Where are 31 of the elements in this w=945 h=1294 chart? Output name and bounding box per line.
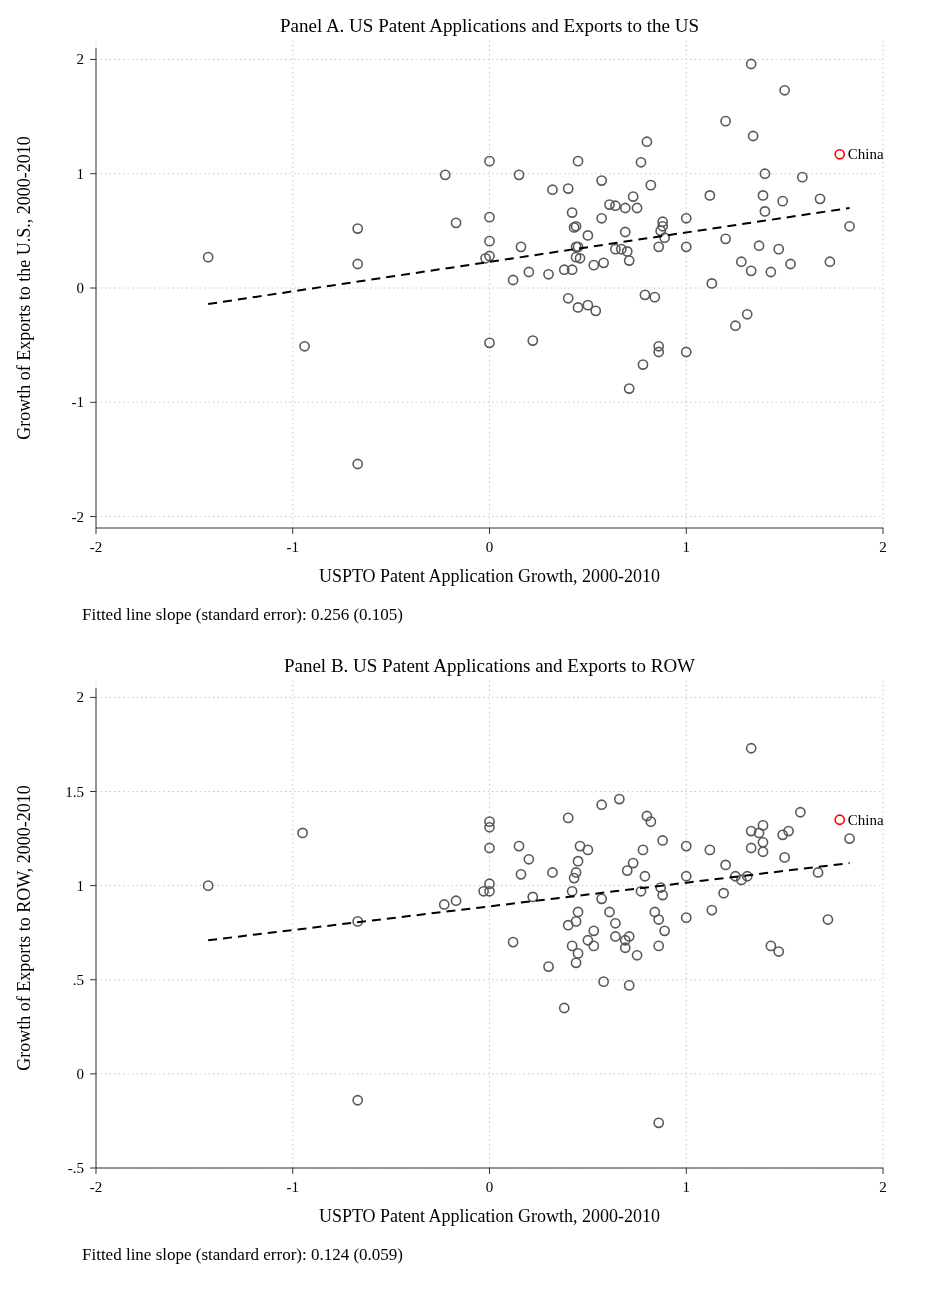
y-tick-label: 0 [76, 1065, 84, 1082]
y-tick-label: 2 [76, 51, 84, 68]
chart-title: Panel A. US Patent Applications and Exports to the US [279, 15, 700, 36]
x-tick-label: 2 [879, 539, 887, 555]
y-tick-label: 2 [76, 689, 84, 706]
text: Fitted line slope (standard error): 0.124 (0.059) [82, 1245, 404, 1264]
y-tick-label: 1 [76, 165, 84, 182]
x-axis-title: USPTO Patent Application Growth, 2000-2010 [318, 1206, 661, 1226]
x-tick-label: -1 [286, 539, 299, 555]
x-tick-label: -2 [89, 1179, 103, 1195]
x-tick-label: 2 [879, 1179, 887, 1195]
x-tick-label: -2 [89, 539, 103, 555]
x-tick-label: 0 [485, 539, 494, 555]
y-tick-label: 0 [76, 280, 84, 296]
x-tick-label: 0 [485, 1179, 494, 1195]
y-tick-label: -1 [71, 394, 84, 411]
series-label: China [847, 811, 884, 828]
y-tick-label: .5 [72, 971, 84, 988]
chart-title: Panel B. US Patent Applications and Exports to ROW [283, 655, 696, 676]
y-axis-title: Growth of Exports to ROW, 2000-2010 [14, 785, 34, 1071]
x-tick-label: 1 [682, 539, 690, 555]
x-tick-label: -1 [286, 1179, 299, 1195]
y-tick-label: -2 [71, 508, 84, 525]
x-axis-title: USPTO Patent Application Growth, 2000-2010 [318, 566, 661, 586]
series-label: China [847, 146, 884, 163]
y-axis-title: Growth of Exports to the U.S., 2000-2010 [14, 136, 34, 440]
y-tick-label: 1.5 [65, 783, 84, 800]
y-tick-label: 1 [76, 877, 84, 894]
text: Fitted line slope (standard error): 0.256 (0.105) [82, 605, 404, 624]
y-tick-label: -.5 [67, 1160, 84, 1176]
x-tick-label: 1 [682, 1179, 690, 1195]
